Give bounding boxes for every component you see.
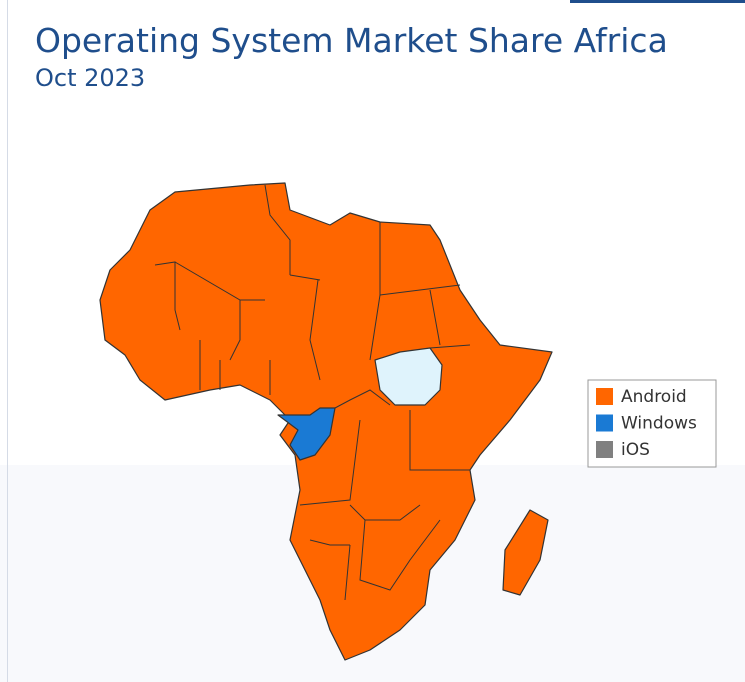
south-sudan <box>374 347 443 406</box>
legend-swatch <box>596 414 613 432</box>
chart-title: Operating System Market Share Africa <box>35 21 668 60</box>
legend-label: iOS <box>621 440 650 460</box>
legend-swatch <box>596 441 613 458</box>
map <box>99 182 553 661</box>
legend: Android Windows iOS <box>587 379 717 468</box>
legend-label: Windows <box>621 414 697 434</box>
borders <box>154 184 471 601</box>
legend-label: Android <box>621 387 687 407</box>
legend-swatch <box>596 388 613 405</box>
island <box>502 509 549 596</box>
congo <box>277 407 336 461</box>
top-bar <box>570 0 745 3</box>
chart-subtitle: Oct 2023 <box>35 64 145 92</box>
